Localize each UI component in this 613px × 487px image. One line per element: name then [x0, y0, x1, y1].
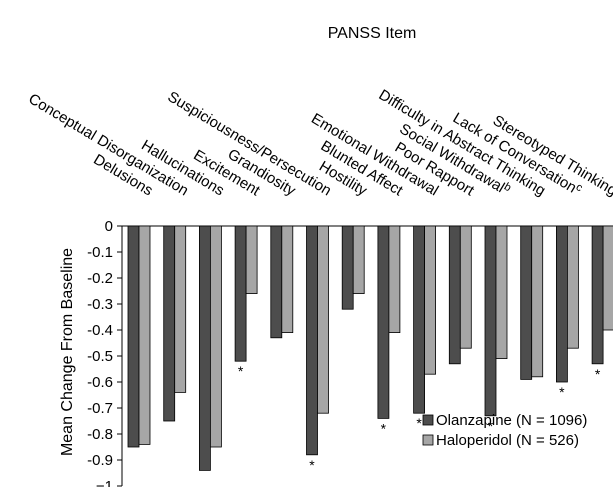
y-tick-label: -0.1 — [87, 244, 113, 261]
bar-haloperidol — [495, 225, 508, 360]
y-tick-label: 0 — [105, 218, 113, 235]
chart-title: PANSS Item — [328, 25, 417, 42]
bar-olanzapine — [520, 225, 533, 380]
y-tick-label: -0.3 — [87, 296, 113, 313]
significance-marker: * — [381, 420, 387, 436]
bar-olanzapine — [556, 225, 568, 383]
bar-olanzapine — [198, 225, 211, 471]
bar-haloperidol — [567, 225, 579, 349]
y-tick-label: -0.7 — [87, 400, 113, 417]
y-tick-label: -0.9 — [87, 452, 113, 469]
significance-marker: * — [238, 363, 244, 379]
bar-haloperidol — [388, 225, 401, 333]
significance-marker: * — [416, 415, 422, 431]
bar-haloperidol — [459, 225, 472, 349]
legend-swatch — [422, 434, 434, 446]
category-label: Conceptual Disorganization — [25, 90, 191, 199]
footnote-mark: b — [502, 181, 513, 194]
legend-label: Haloperidol (N = 526) — [436, 432, 579, 449]
y-axis-label: Mean Change From Baseline — [59, 248, 76, 456]
footnote-mark: c — [574, 181, 585, 194]
significance-marker: * — [559, 384, 565, 400]
bar-haloperidol — [317, 225, 329, 414]
bar-haloperidol — [138, 225, 151, 445]
y-tick-label: -0.5 — [87, 348, 113, 365]
bar-olanzapine — [163, 225, 176, 422]
bar-haloperidol — [531, 225, 544, 378]
bar-olanzapine — [270, 225, 283, 339]
bar-olanzapine — [306, 225, 318, 456]
y-tick-label: -0.6 — [87, 374, 113, 391]
bar-olanzapine — [484, 225, 497, 417]
y-tick-label: -0.2 — [87, 270, 113, 287]
bar-haloperidol — [281, 225, 294, 333]
legend-label: Olanzapine (N = 1096) — [436, 412, 587, 429]
bar-olanzapine — [377, 225, 390, 419]
bar-olanzapine — [448, 225, 461, 365]
significance-marker: * — [309, 457, 315, 473]
bar-haloperidol — [424, 225, 437, 375]
bar-olanzapine — [591, 225, 604, 365]
bar-haloperidol — [245, 225, 258, 294]
bar-haloperidol — [602, 225, 613, 331]
y-tick-label: -0.8 — [87, 426, 113, 443]
bar-haloperidol — [174, 225, 187, 393]
significance-marker: * — [488, 418, 494, 434]
bar-olanzapine — [234, 225, 247, 362]
bar-haloperidol — [352, 225, 365, 294]
bar-olanzapine — [127, 225, 140, 448]
legend-swatch — [422, 414, 434, 426]
y-tick-label: −1 — [96, 478, 113, 487]
bar-olanzapine — [413, 225, 426, 414]
bar-haloperidol — [209, 225, 222, 448]
category-label-text: Conceptual Disorganization — [25, 90, 191, 199]
legend: Olanzapine (N = 1096) Haloperidol (N = 52… — [422, 412, 587, 449]
y-tick-label: -0.4 — [87, 322, 113, 339]
bar-olanzapine — [341, 225, 354, 310]
significance-marker: * — [595, 366, 601, 382]
